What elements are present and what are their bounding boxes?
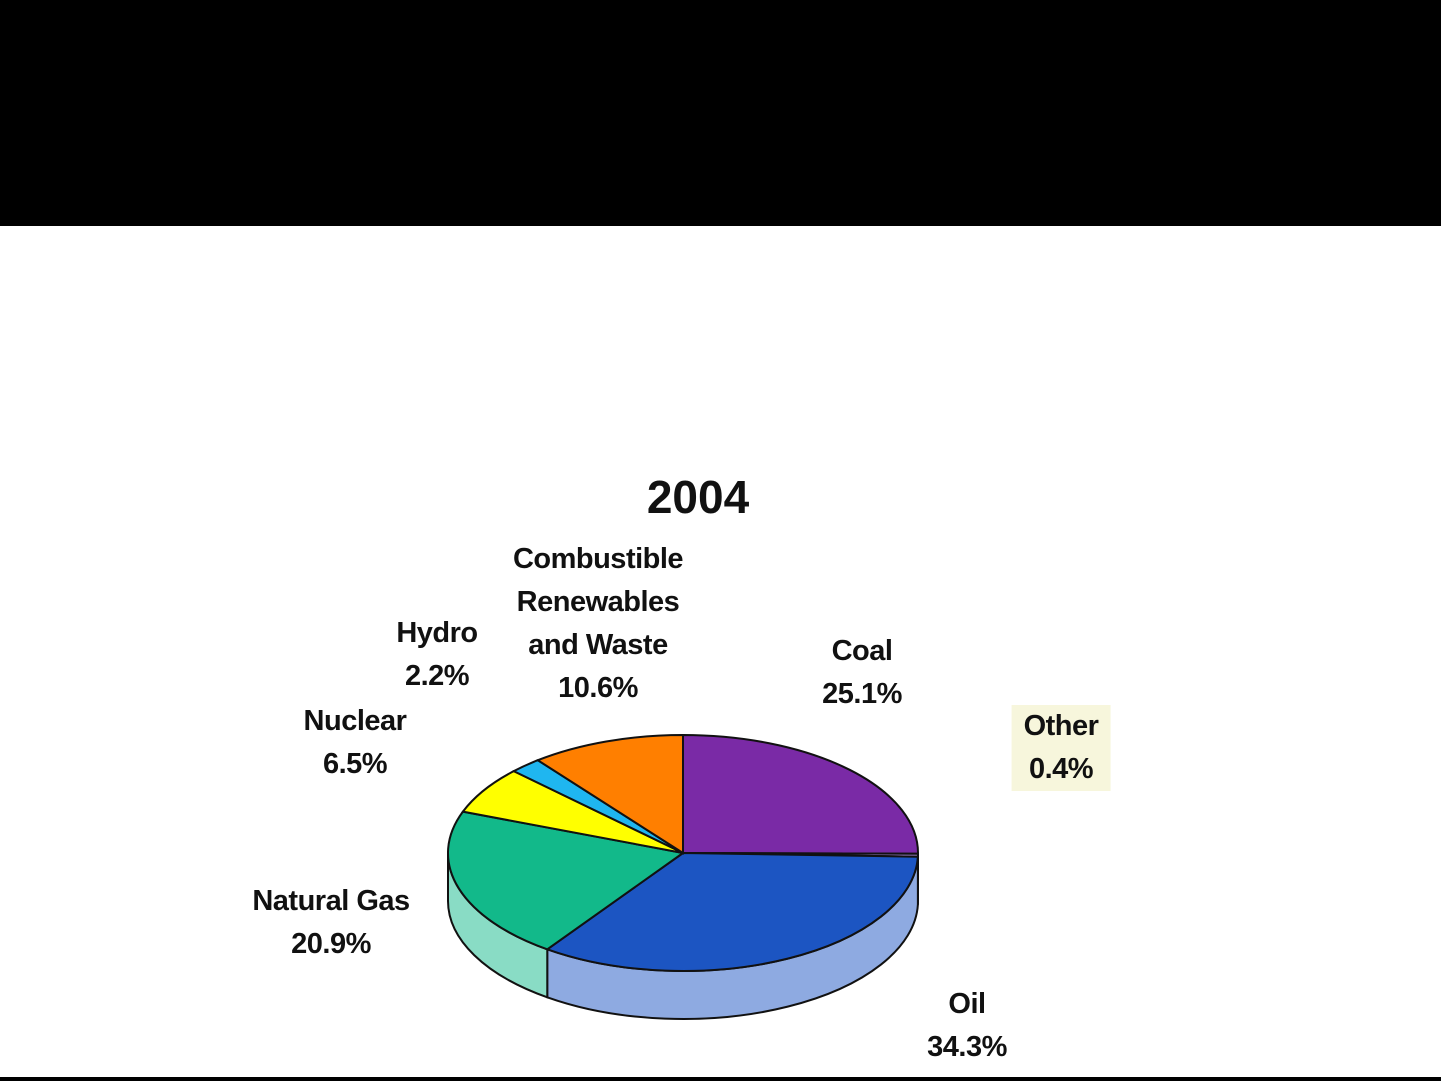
header-band	[0, 0, 1441, 226]
category-name: Combustible Renewables and Waste	[512, 543, 684, 661]
slice-label: Nuclear 6.5%	[304, 700, 407, 786]
category-name: Other	[1023, 710, 1099, 742]
slice-label: Oil 34.3%	[927, 983, 1007, 1069]
value-label: 34.3%	[927, 1031, 1007, 1063]
value-label: 0.4%	[1028, 753, 1094, 785]
value-label: 20.9%	[291, 928, 371, 960]
slice	[682, 733, 919, 855]
slice	[535, 733, 684, 855]
chart-title: 2004	[646, 471, 750, 523]
slice	[545, 851, 919, 972]
value-label: 6.5%	[322, 748, 388, 780]
pie-tops	[447, 733, 920, 972]
footer-line	[0, 1077, 1441, 1081]
slice	[447, 810, 686, 951]
category-name: Oil	[948, 988, 986, 1020]
category-name: Hydro	[396, 617, 478, 649]
slice-label: Hydro 2.2%	[396, 612, 478, 698]
value-label: 25.1%	[822, 678, 902, 710]
category-name: Coal	[831, 635, 893, 667]
slice-label: Coal 25.1%	[822, 630, 902, 716]
category-name: Nuclear	[303, 705, 407, 737]
slice-label: Combustible Renewables and Waste 10.6%	[498, 538, 698, 710]
slice-label: Natural Gas 20.9%	[252, 880, 410, 966]
slice-label: Other 0.4%	[1011, 705, 1111, 791]
value-label: 2.2%	[404, 660, 470, 692]
category-name: Natural Gas	[252, 885, 410, 917]
value-label: 10.6%	[558, 672, 638, 704]
